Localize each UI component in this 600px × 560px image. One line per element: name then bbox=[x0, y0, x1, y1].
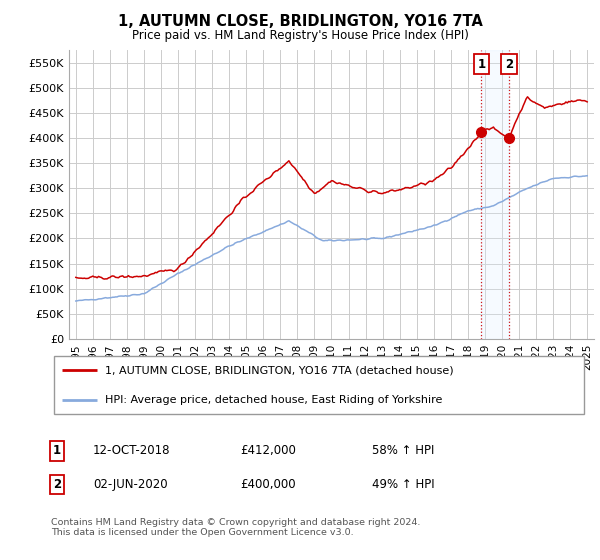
Text: 12-OCT-2018: 12-OCT-2018 bbox=[93, 444, 170, 458]
Text: 1, AUTUMN CLOSE, BRIDLINGTON, YO16 7TA (detached house): 1, AUTUMN CLOSE, BRIDLINGTON, YO16 7TA (… bbox=[105, 365, 454, 375]
Text: Contains HM Land Registry data © Crown copyright and database right 2024.
This d: Contains HM Land Registry data © Crown c… bbox=[51, 518, 421, 538]
Text: 1, AUTUMN CLOSE, BRIDLINGTON, YO16 7TA: 1, AUTUMN CLOSE, BRIDLINGTON, YO16 7TA bbox=[118, 14, 482, 29]
Text: 58% ↑ HPI: 58% ↑ HPI bbox=[372, 444, 434, 458]
Text: £412,000: £412,000 bbox=[240, 444, 296, 458]
Text: 02-JUN-2020: 02-JUN-2020 bbox=[93, 478, 167, 491]
Text: 1: 1 bbox=[53, 444, 61, 458]
Text: 2: 2 bbox=[53, 478, 61, 491]
Bar bbox=[481, 50, 509, 339]
Text: 49% ↑ HPI: 49% ↑ HPI bbox=[372, 478, 434, 491]
Text: Price paid vs. HM Land Registry's House Price Index (HPI): Price paid vs. HM Land Registry's House … bbox=[131, 29, 469, 42]
FancyBboxPatch shape bbox=[53, 356, 584, 414]
Text: 1: 1 bbox=[478, 58, 485, 71]
Text: £400,000: £400,000 bbox=[240, 478, 296, 491]
Text: 2: 2 bbox=[505, 58, 513, 71]
Text: HPI: Average price, detached house, East Riding of Yorkshire: HPI: Average price, detached house, East… bbox=[105, 395, 442, 405]
